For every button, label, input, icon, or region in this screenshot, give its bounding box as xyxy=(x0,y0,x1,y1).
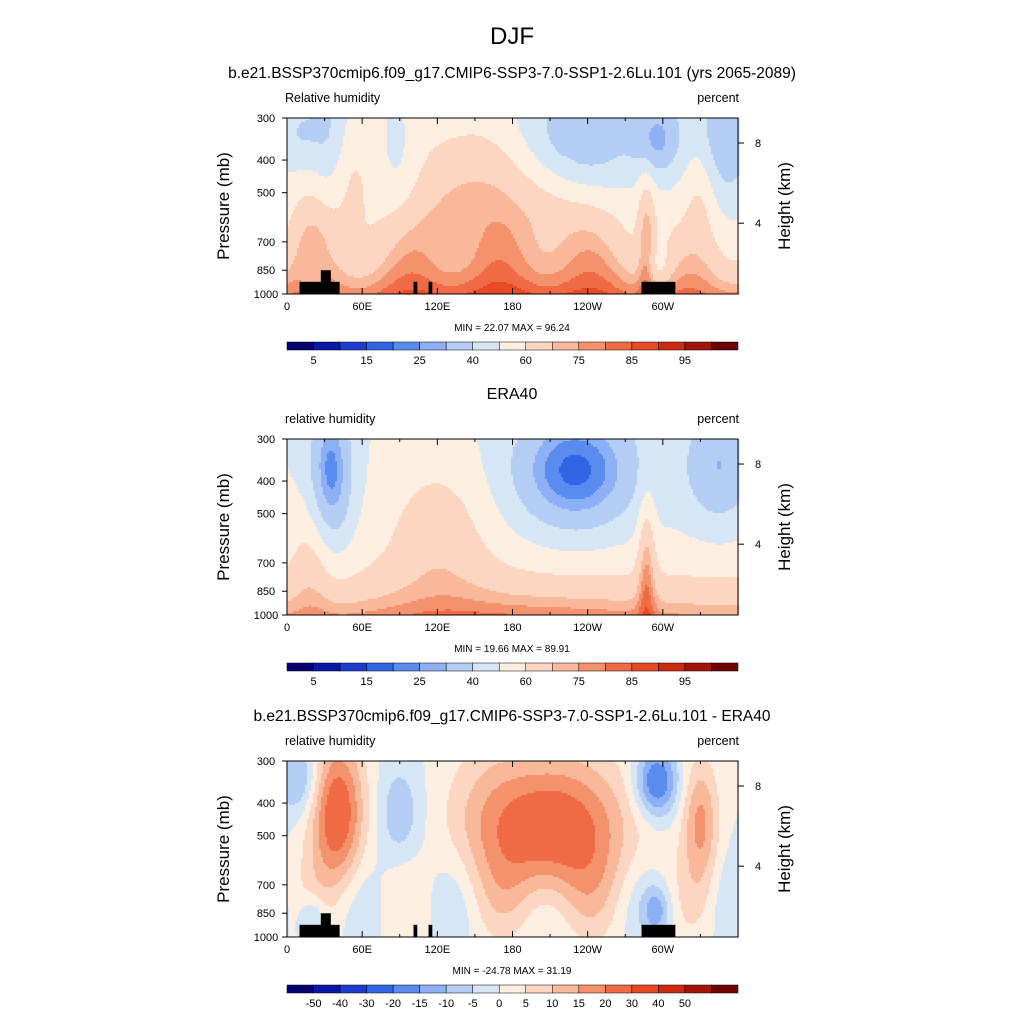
panel-title: b.e21.BSSP370cmip6.f09_g17.CMIP6-SSP3-7.… xyxy=(228,65,796,82)
left-label: Relative humidity xyxy=(285,91,381,105)
figure-title: DJF xyxy=(490,23,534,50)
panels: b.e21.BSSP370cmip6.f09_g17.CMIP6-SSP3-7.… xyxy=(214,65,796,1010)
contour-field xyxy=(287,118,739,294)
units-label: percent xyxy=(697,91,739,105)
panel-1: b.e21.BSSP370cmip6.f09_g17.CMIP6-SSP3-7.… xyxy=(214,65,796,367)
